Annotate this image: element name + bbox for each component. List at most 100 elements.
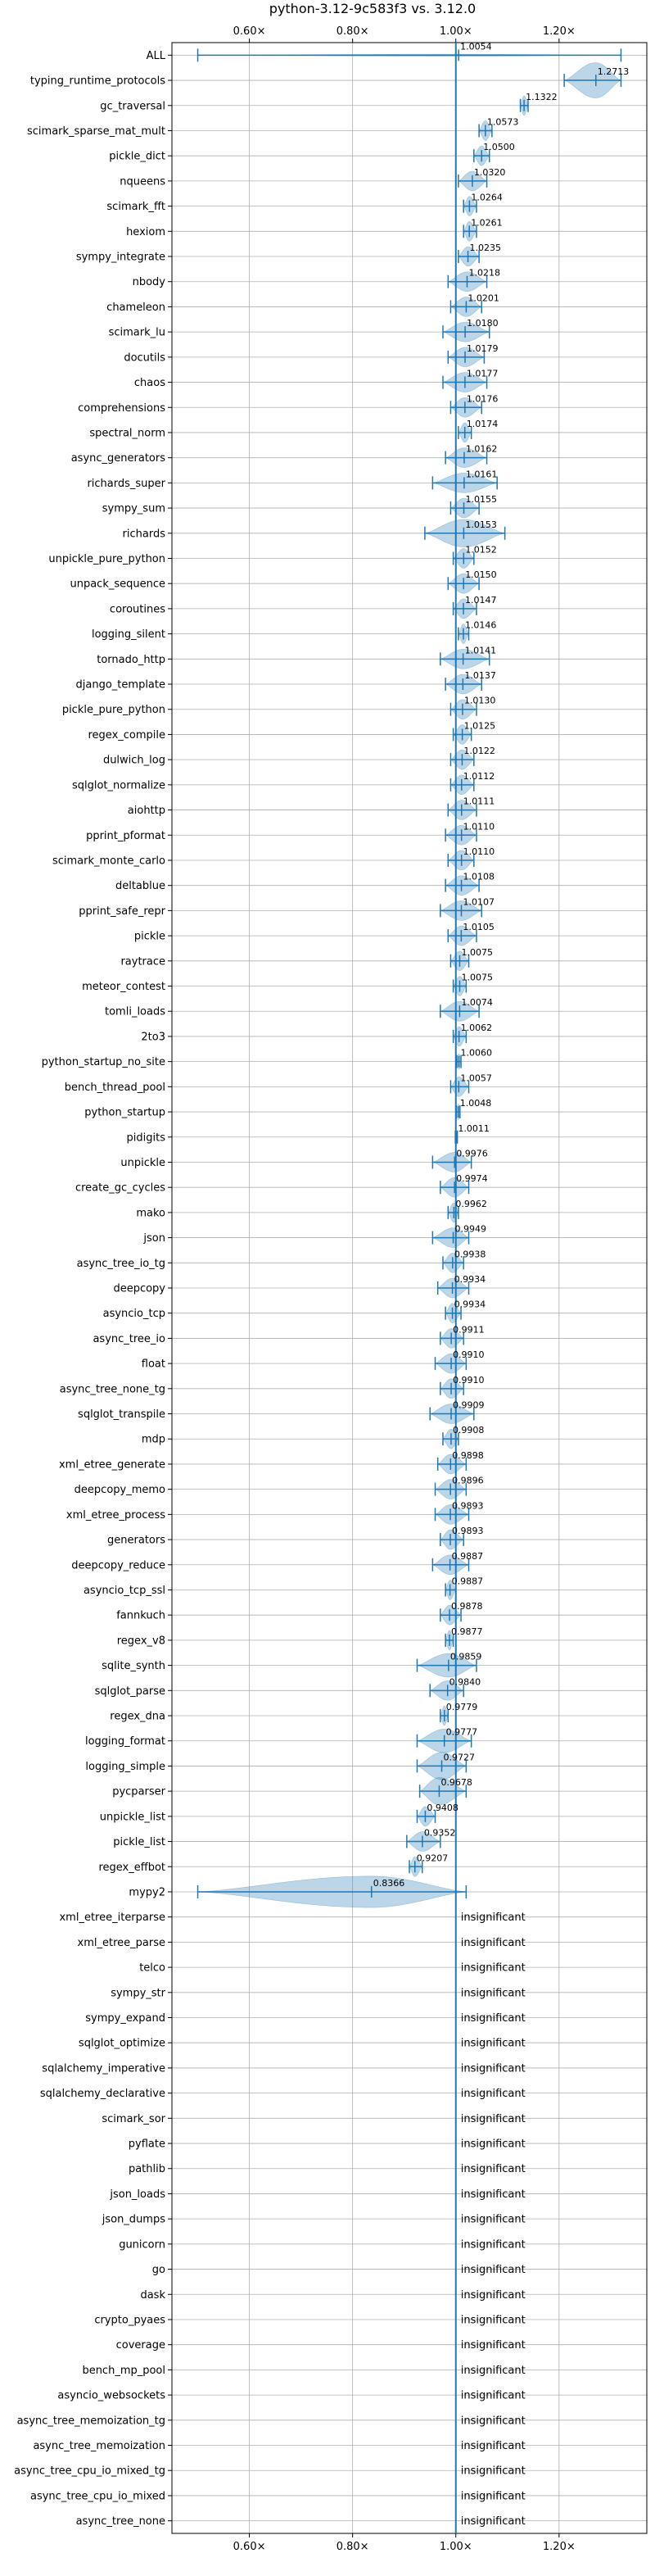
value-label: 1.0146 [465, 620, 497, 631]
y-tick-label: sqlglot_optimize [79, 2038, 165, 2050]
value-label: 1.0218 [468, 268, 500, 279]
y-tick-label: bench_thread_pool [65, 1082, 165, 1094]
y-tick-label: aiohttp [128, 805, 165, 817]
value-label: 1.0054 [460, 41, 492, 52]
value-label: 1.0075 [461, 973, 493, 983]
insignificant-label: insignificant [461, 2465, 526, 2478]
value-label: 1.0152 [465, 544, 497, 555]
x-tick-label-top: 1.00× [440, 25, 472, 38]
value-label: 1.0108 [463, 872, 495, 882]
y-tick-label: json_dumps [102, 2214, 165, 2226]
value-label: 1.0057 [460, 1073, 492, 1083]
value-label: 1.0112 [463, 771, 495, 782]
x-tick-label-bottom: 0.80× [337, 2541, 369, 2553]
y-tick-label: sympy_expand [85, 2012, 165, 2025]
value-label: 0.9840 [449, 1676, 481, 1687]
y-tick-label: unpack_sequence [70, 578, 165, 591]
x-tick-label-top: 0.60× [233, 25, 266, 38]
y-tick-label: sympy_integrate [76, 252, 165, 264]
y-tick-label: create_gc_cycles [75, 1182, 165, 1195]
y-tick-label: python_startup [84, 1107, 165, 1119]
y-tick-label: generators [107, 1535, 165, 1547]
y-tick-label: sympy_str [111, 1987, 165, 1999]
y-tick-label: pyflate [129, 2138, 165, 2151]
insignificant-label: insignificant [461, 1987, 526, 1999]
y-tick-label: pprint_safe_repr [79, 905, 165, 918]
y-tick-label: xml_etree_iterparse [59, 1912, 165, 1924]
value-label: 1.0150 [465, 569, 497, 580]
value-label: 0.9893 [452, 1500, 484, 1511]
value-label: 1.0111 [463, 796, 495, 807]
y-tick-label: meteor_contest [82, 981, 165, 993]
insignificant-label: insignificant [461, 2490, 526, 2502]
y-tick-label: gunicorn [119, 2238, 165, 2251]
value-label: 1.0075 [461, 947, 493, 958]
value-label: 0.9908 [453, 1425, 485, 1435]
y-tick-label: mako [136, 1207, 165, 1219]
value-label: 1.0110 [463, 846, 495, 857]
y-tick-label: nbody [133, 276, 166, 288]
value-label: 1.2713 [598, 66, 630, 77]
y-tick-label: unpickle_pure_python [48, 553, 165, 565]
insignificant-label: insignificant [461, 2188, 526, 2201]
insignificant-label: insignificant [461, 2012, 526, 2025]
value-label: 0.9859 [450, 1652, 482, 1662]
value-label: 0.9976 [456, 1148, 488, 1159]
y-tick-label: dulwich_log [103, 755, 165, 767]
value-label: 1.0125 [464, 720, 496, 731]
insignificant-label: insignificant [461, 2390, 526, 2402]
value-label: 0.9898 [452, 1450, 484, 1461]
y-tick-label: async_tree_memoization_tg [17, 2415, 165, 2427]
value-label: 1.0153 [465, 519, 497, 530]
y-tick-label: scimark_monte_carlo [52, 855, 165, 867]
value-label: 1.0110 [463, 821, 495, 832]
value-label: 0.9877 [451, 1626, 483, 1637]
y-tick-label: go [152, 2264, 165, 2276]
value-label: 1.0122 [463, 746, 495, 756]
value-label: 1.0500 [483, 142, 515, 152]
y-tick-label: scimark_sor [102, 2113, 165, 2125]
y-tick-label: logging_simple [85, 1761, 165, 1773]
y-tick-label: richards [123, 528, 166, 540]
insignificant-label: insignificant [461, 2365, 526, 2377]
y-tick-label: async_tree_cpu_io_mixed [30, 2490, 165, 2502]
value-label: 0.9893 [452, 1526, 484, 1536]
y-tick-label: comprehensions [78, 402, 165, 415]
y-tick-label: xml_etree_parse [78, 1937, 165, 1949]
y-tick-label: scimark_lu [109, 327, 165, 339]
y-tick-label: mdp [142, 1434, 165, 1446]
chart-title: python-3.12-9c583f3 vs. 3.12.0 [269, 1, 476, 16]
y-tick-label: async_tree_memoization [33, 2440, 165, 2452]
marks-layer [196, 43, 622, 2533]
value-label: 1.0235 [470, 243, 502, 253]
value-label: 1.0062 [461, 1023, 493, 1033]
value-label: 1.0147 [465, 595, 497, 605]
y-tick-label: bench_mp_pool [82, 2365, 165, 2377]
value-label: 1.0176 [467, 393, 499, 404]
x-tick-label-top: 0.80× [337, 25, 369, 38]
insignificant-label: insignificant [461, 2214, 526, 2226]
y-tick-label: float [142, 1358, 165, 1371]
insignificant-label: insignificant [461, 1962, 526, 1975]
y-tick-label: logging_format [85, 1735, 165, 1748]
y-tick-label: regex_dna [110, 1711, 165, 1723]
value-label: 1.0264 [471, 193, 503, 203]
y-tick-label: unpickle [120, 1157, 165, 1169]
insignificant-label: insignificant [461, 2038, 526, 2050]
y-tick-label: sqlglot_normalize [72, 779, 165, 791]
axis-layer: 0.60× 0.60× 0.80× 0.80× 1.00× 1.00× 1.20× 1.20× [168, 25, 648, 2553]
y-tick-label: logging_silent [92, 628, 165, 641]
value-label: 1.0573 [487, 116, 519, 127]
y-tick-label: crypto_pyaes [94, 2314, 165, 2326]
y-tick-label: json [142, 1232, 165, 1245]
y-tick-label: deepcopy_memo [75, 1484, 165, 1496]
value-label: 0.9678 [440, 1777, 472, 1788]
y-tick-label: spectral_norm [89, 427, 165, 439]
y-tick-label: chaos [134, 377, 165, 389]
value-label: 0.9910 [453, 1375, 485, 1386]
y-tick-label: regex_v8 [117, 1635, 165, 1647]
insignificant-label: insignificant [461, 2415, 526, 2427]
y-tick-label: tornado_http [97, 654, 165, 666]
value-label: 1.0011 [458, 1123, 490, 1134]
value-label: 0.9938 [454, 1249, 486, 1259]
